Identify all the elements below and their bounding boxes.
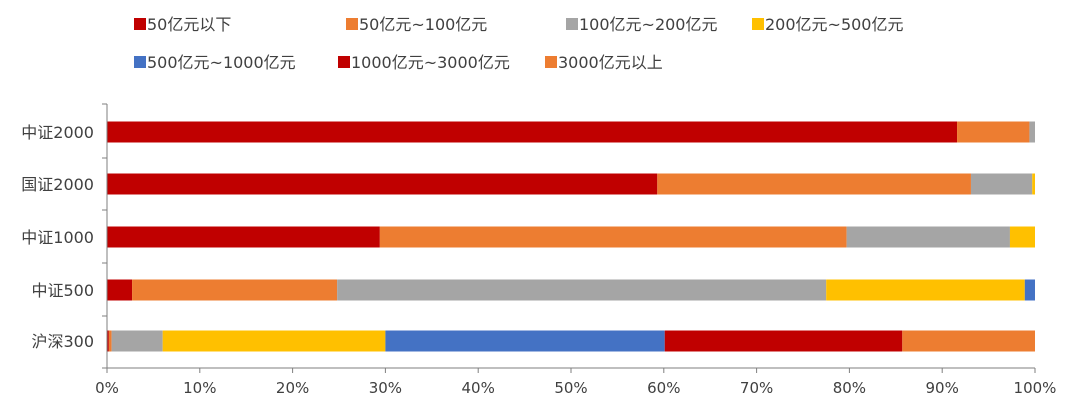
x-tick-label-3: 30% bbox=[369, 379, 402, 397]
bar-segment-1-1 bbox=[657, 173, 971, 195]
legend-label-6: 3000亿元以上 bbox=[558, 53, 663, 72]
legend-label-0: 50亿元以下 bbox=[147, 15, 231, 34]
bar-segment-3-1 bbox=[132, 279, 338, 301]
y-axis: 中证2000 国证2000 中证1000 中证500 沪深300 bbox=[21, 103, 108, 369]
bar-segment-2-1 bbox=[379, 226, 847, 248]
bar-segment-2-2 bbox=[846, 226, 1010, 248]
x-tick-label-0: 0% bbox=[95, 379, 119, 397]
bar-segment-2-0 bbox=[107, 226, 380, 248]
bar-segment-3-2 bbox=[337, 279, 827, 301]
legend-label-2: 100亿元~200亿元 bbox=[579, 15, 718, 34]
bar-segment-0-0 bbox=[107, 121, 958, 143]
bars bbox=[107, 121, 1035, 352]
legend-label-1: 50亿元~100亿元 bbox=[359, 15, 487, 34]
bar-segment-3-3 bbox=[826, 279, 1025, 301]
legend-label-3: 200亿元~500亿元 bbox=[765, 15, 904, 34]
legend-swatch-1 bbox=[346, 18, 358, 30]
y-tick-label-0: 中证2000 bbox=[21, 123, 94, 142]
legend-swatch-4 bbox=[134, 56, 146, 68]
x-tick-label-2: 20% bbox=[276, 379, 309, 397]
bar-segment-0-2 bbox=[1029, 121, 1035, 143]
bar-segment-1-2 bbox=[970, 173, 1033, 195]
y-tick-label-1: 国证2000 bbox=[21, 175, 94, 194]
x-axis: 0% 10% 20% 30% 40% 50% 60% 70% 80% 90% 100% bbox=[95, 367, 1057, 397]
y-tick-label-2: 中证1000 bbox=[21, 228, 94, 247]
legend-label-4: 500亿元~1000亿元 bbox=[147, 53, 296, 72]
x-tick-label-9: 90% bbox=[926, 379, 959, 397]
bar-segment-2-3 bbox=[1009, 226, 1035, 248]
x-tick-label-5: 50% bbox=[554, 379, 587, 397]
legend-swatch-2 bbox=[566, 18, 578, 30]
y-tick-label-3: 中证500 bbox=[31, 281, 94, 300]
bar-segment-3-0 bbox=[107, 279, 133, 301]
x-tick-label-10: 100% bbox=[1014, 379, 1057, 397]
legend: 50亿元以下 50亿元~100亿元 100亿元~200亿元 200亿元~500亿元 50… bbox=[134, 15, 904, 72]
bar-segment-0-1 bbox=[957, 121, 1030, 143]
bar-segment-4-5 bbox=[664, 330, 903, 352]
x-tick-label-7: 70% bbox=[740, 379, 773, 397]
bar-segment-4-3 bbox=[162, 330, 386, 352]
bar-segment-1-3 bbox=[1032, 173, 1035, 195]
legend-label-5: 1000亿元~3000亿元 bbox=[351, 53, 510, 72]
bar-segment-4-4 bbox=[385, 330, 665, 352]
legend-swatch-5 bbox=[338, 56, 350, 68]
x-tick-label-6: 60% bbox=[647, 379, 680, 397]
bar-segment-4-1 bbox=[108, 330, 112, 352]
legend-swatch-6 bbox=[545, 56, 557, 68]
bar-segment-3-4 bbox=[1024, 279, 1035, 301]
x-tick-label-8: 80% bbox=[833, 379, 866, 397]
bar-segment-4-0 bbox=[107, 330, 109, 352]
bar-segment-4-6 bbox=[902, 330, 1035, 352]
bar-segment-4-2 bbox=[111, 330, 163, 352]
x-tick-label-4: 40% bbox=[462, 379, 495, 397]
x-tick-label-1: 10% bbox=[183, 379, 216, 397]
legend-swatch-0 bbox=[134, 18, 146, 30]
legend-swatch-3 bbox=[752, 18, 764, 30]
y-tick-label-4: 沪深300 bbox=[31, 332, 94, 351]
bar-segment-1-0 bbox=[107, 173, 658, 195]
